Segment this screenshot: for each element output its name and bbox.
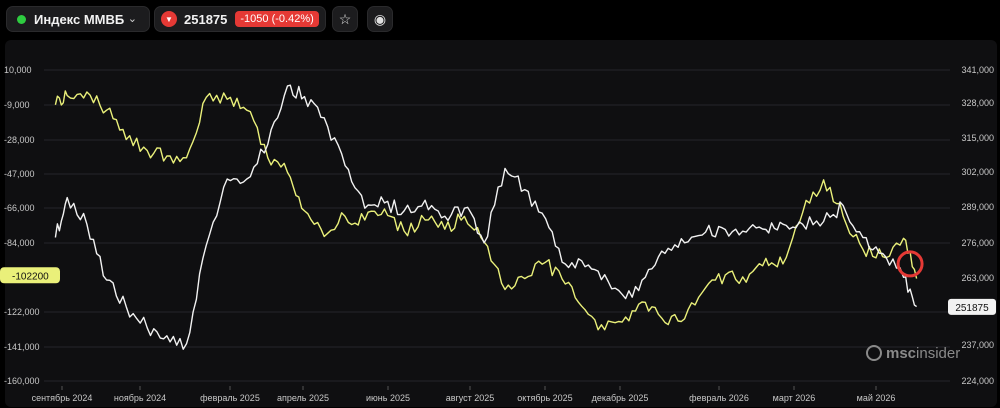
- quote-box: ▼ 251875 -1050 (-0.42%): [154, 6, 326, 32]
- symbol-selector[interactable]: Индекс ММВБ ⌄: [6, 6, 150, 32]
- x-tick-label: июнь 2025: [366, 393, 410, 403]
- chart-panel[interactable]: [5, 40, 997, 407]
- top-toolbar: Индекс ММВБ ⌄ ▼ 251875 -1050 (-0.42%) ☆ …: [0, 0, 1000, 36]
- star-icon: ☆: [338, 10, 352, 27]
- series-lines: [54, 84, 918, 350]
- series-line-white: [54, 84, 918, 350]
- left-tick-label: -160,000: [4, 376, 40, 386]
- symbol-name: Индекс ММВБ: [34, 11, 125, 27]
- left-tick-label: -47,000: [4, 169, 35, 179]
- x-tick-label: сентябрь 2024: [32, 393, 93, 403]
- right-tick-label: 224,000: [961, 376, 994, 386]
- x-tick-label: ноябрь 2024: [114, 393, 166, 403]
- right-tick-label: 315,000: [961, 133, 994, 143]
- markers: -102200 251875: [0, 250, 996, 315]
- x-tick-label: февраль 2026: [689, 393, 749, 403]
- x-tick-label: март 2026: [773, 393, 816, 403]
- status-dot-icon: [17, 14, 26, 24]
- grid-lines: [44, 69, 950, 382]
- left-tick-label: -9,000: [4, 100, 30, 110]
- right-tick-label: 237,000: [961, 340, 994, 350]
- right-tick-label: 341,000: [961, 65, 994, 75]
- left-tick-label: -141,000: [4, 342, 40, 352]
- right-tick-label: 302,000: [961, 167, 994, 177]
- watermark-bold: msc: [886, 344, 917, 362]
- right-price-tag: [948, 298, 996, 315]
- watermark-rest: insider: [916, 344, 961, 362]
- left-tick-label: -122,000: [4, 307, 40, 317]
- x-tick-label: август 2025: [446, 393, 495, 403]
- chevron-down-icon: ⌄: [127, 13, 137, 25]
- right-price-tag-label: 251875: [955, 303, 989, 314]
- left-price-tag: [0, 267, 60, 284]
- last-price: 251875: [184, 11, 228, 27]
- right-tick-label: 263,000: [961, 273, 994, 283]
- right-tick-label: 276,000: [961, 238, 994, 248]
- favorite-button[interactable]: ☆: [332, 6, 358, 32]
- visibility-button[interactable]: ◉: [367, 6, 393, 32]
- x-tick-label: декабрь 2025: [592, 393, 649, 403]
- x-tick-label: февраль 2025: [200, 393, 260, 403]
- x-tick-label: май 2026: [857, 393, 896, 403]
- right-axis: 341,000 328,000 315,000 302,000 289,000 276,0…: [961, 65, 994, 386]
- highlight-circle: [896, 250, 924, 278]
- x-tick-label: октябрь 2025: [517, 393, 572, 403]
- left-tick-label: -28,000: [4, 135, 35, 145]
- right-tick-label: 289,000: [961, 202, 994, 212]
- x-axis: сентябрь 2024 ноябрь 2024 февраль 2025 апре…: [32, 386, 896, 403]
- series-line-yellow: [54, 90, 918, 331]
- price-change-badge: -1050 (-0.42%): [235, 11, 319, 27]
- left-price-tag-label: -102200: [12, 271, 49, 282]
- logo-icon: [866, 345, 882, 361]
- left-tick-label: -84,000: [4, 238, 35, 248]
- left-tick-label: -66,000: [4, 203, 35, 213]
- eye-icon: ◉: [373, 10, 387, 27]
- down-arrow-icon: ▼: [161, 11, 177, 27]
- left-axis: 10,000 -9,000 -28,000 -47,000 -66,000 -84,000…: [4, 65, 40, 386]
- x-tick-label: апрель 2025: [277, 393, 329, 403]
- watermark-logo: msc insider: [866, 342, 986, 364]
- left-tick-label: 10,000: [4, 65, 32, 75]
- right-tick-label: 328,000: [961, 98, 994, 108]
